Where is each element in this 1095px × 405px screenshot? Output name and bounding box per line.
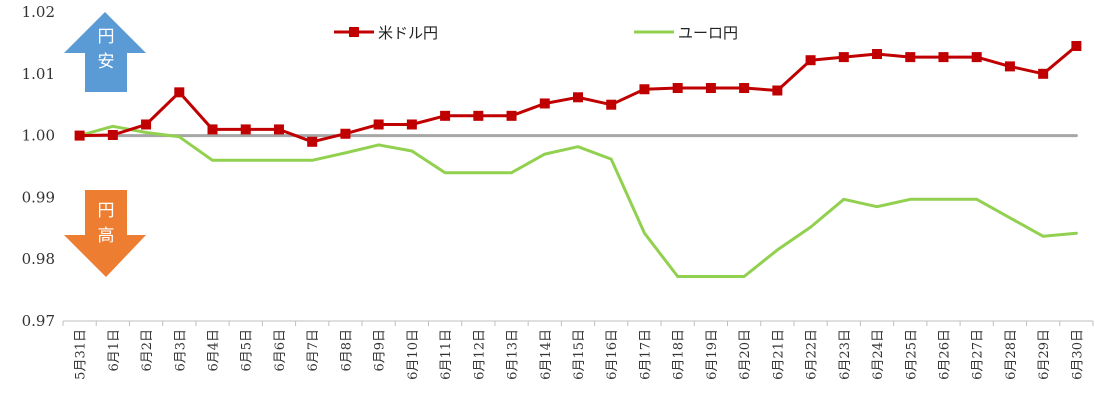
usd-jpy-point xyxy=(539,98,550,109)
usd-jpy-point xyxy=(805,55,816,66)
down-arrow-text: 円 xyxy=(98,201,115,221)
x-tick-label: 6月25日 xyxy=(904,329,919,380)
usd-jpy-point xyxy=(506,110,517,121)
usd-jpy-point xyxy=(240,124,251,135)
down-arrow xyxy=(64,190,146,277)
y-tick-label: 0.99 xyxy=(22,188,55,206)
x-tick-label: 6月24日 xyxy=(871,329,886,380)
legend: 米ドル円 ユーロ円 xyxy=(334,24,738,42)
legend-usd-jpy-marker xyxy=(349,27,359,37)
usd-jpy-point xyxy=(406,119,417,130)
series-line-eur-jpy xyxy=(78,124,1078,278)
x-tick-label: 6月23日 xyxy=(838,329,853,380)
usd-jpy-point xyxy=(473,110,484,121)
x-tick-label: 5月31日 xyxy=(74,329,89,380)
x-tick-label: 6月17日 xyxy=(638,329,653,380)
down-arrow-text: 高 xyxy=(98,226,115,246)
usd-jpy-point xyxy=(573,92,583,103)
usd-jpy-point xyxy=(174,87,185,98)
up-arrow-text: 安 xyxy=(98,52,115,72)
y-tick-label: 0.97 xyxy=(22,312,55,330)
x-tick-label: 6月3日 xyxy=(173,329,188,372)
x-tick-label: 6月1日 xyxy=(107,329,122,372)
usd-jpy-point xyxy=(1004,61,1015,72)
legend-usd-jpy-label: 米ドル円 xyxy=(378,24,438,42)
usd-jpy-point xyxy=(772,85,783,96)
x-tick-label: 6月28日 xyxy=(1004,329,1019,380)
x-tick-label: 6月20日 xyxy=(738,329,753,380)
usd-jpy-point xyxy=(273,124,284,135)
x-tick-label: 6月26日 xyxy=(937,329,952,380)
x-tick-label: 6月29日 xyxy=(1037,329,1052,380)
usd-jpy-point xyxy=(872,49,883,60)
x-tick-label: 6月5日 xyxy=(240,329,255,372)
usd-jpy-point xyxy=(639,84,650,95)
x-tick-label: 6月6日 xyxy=(273,329,288,372)
usd-jpy-point xyxy=(340,128,351,139)
y-tick-label: 1.01 xyxy=(22,65,55,83)
usd-jpy-point xyxy=(1071,40,1082,51)
x-tick-label: 6月13日 xyxy=(506,329,521,380)
usd-jpy-point xyxy=(606,99,617,110)
usd-jpy-point xyxy=(905,52,916,63)
x-tick-label: 6月12日 xyxy=(472,329,487,380)
x-tick-label: 6月7日 xyxy=(306,329,321,372)
usd-jpy-point xyxy=(705,83,716,94)
usd-jpy-point xyxy=(739,83,750,94)
x-tick-label: 6月21日 xyxy=(771,329,786,380)
x-tick-label: 6月2日 xyxy=(140,329,155,372)
usd-jpy-point xyxy=(672,83,683,94)
usd-jpy-point xyxy=(838,52,849,63)
usd-jpy-point xyxy=(373,119,384,130)
x-tick-label: 6月15日 xyxy=(572,329,587,380)
usd-jpy-point xyxy=(307,136,318,147)
legend-eur-jpy-label: ユーロ円 xyxy=(678,24,738,42)
x-tick-label: 6月18日 xyxy=(672,329,687,380)
x-tick-label: 6月30日 xyxy=(1070,329,1085,380)
x-tick-label: 6月14日 xyxy=(539,329,554,380)
x-tick-label: 6月27日 xyxy=(971,329,986,380)
usd-jpy-point xyxy=(938,52,949,63)
usd-jpy-point xyxy=(207,124,218,135)
usd-jpy-point xyxy=(107,129,118,140)
x-tick-label: 6月9日 xyxy=(373,329,388,372)
x-tick-label: 6月22日 xyxy=(805,329,820,380)
x-tick-label: 6月10日 xyxy=(406,329,421,380)
usd-jpy-point xyxy=(440,110,451,121)
up-arrow xyxy=(64,12,146,92)
series-layer xyxy=(74,40,1082,278)
x-tick-label: 6月8日 xyxy=(339,329,354,372)
x-tick-label: 6月11日 xyxy=(439,329,454,380)
y-tick-label: 1.02 xyxy=(22,3,55,21)
axes: 0.97 0.98 0.99 1.00 1.01 1.02 5月31日 6月1日 6月2日 6月3… xyxy=(22,3,1094,380)
y-tick-label: 0.98 xyxy=(22,250,55,268)
usd-jpy-point xyxy=(141,119,152,130)
y-tick-label: 1.00 xyxy=(22,127,55,145)
usd-jpy-point xyxy=(74,130,85,141)
x-tick-label: 6月16日 xyxy=(605,329,620,380)
usd-jpy-point xyxy=(1038,68,1049,79)
up-arrow-text: 円 xyxy=(98,27,115,47)
x-tick-label: 6月4日 xyxy=(207,329,222,372)
x-tick-label: 6月19日 xyxy=(705,329,720,380)
usd-jpy-point xyxy=(971,52,982,63)
